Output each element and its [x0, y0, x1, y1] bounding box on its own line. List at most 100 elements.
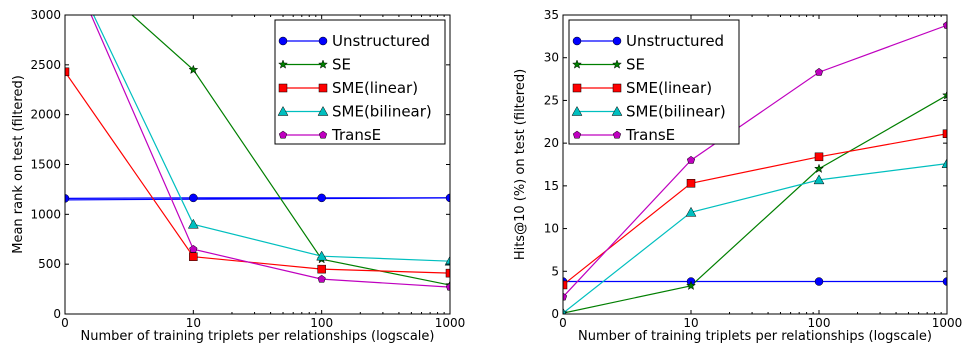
data-point-sme-linear	[445, 268, 450, 278]
x-axis-label: Number of training triplets per relation…	[81, 329, 435, 343]
data-point-sme-bilinear	[187, 218, 199, 229]
y-tick-label: 30	[544, 51, 559, 65]
x-tick-label: 10	[683, 316, 698, 330]
legend-marker-se	[318, 59, 328, 69]
data-point-unstructured	[814, 277, 824, 286]
series-line-transe	[563, 24, 947, 298]
legend-marker-unstructured	[318, 36, 328, 46]
data-point-sme-linear	[317, 264, 326, 274]
y-tick-label: 2000	[30, 108, 61, 122]
x-tick-label: 10	[186, 316, 201, 330]
legend-marker-sme-bilinear	[277, 105, 289, 116]
axes-frame	[562, 14, 948, 315]
data-point-sme-bilinear	[563, 307, 567, 314]
legend-label-sme-linear: SME(linear)	[332, 79, 418, 97]
legend-marker-se	[612, 59, 622, 69]
data-point-unstructured	[317, 193, 326, 203]
y-tick-label: 0	[53, 307, 61, 321]
data-point-sme-linear	[686, 179, 696, 188]
data-point-transe	[563, 292, 568, 301]
data-point-se	[188, 64, 199, 75]
data-point-sme-bilinear	[316, 250, 328, 261]
legend-marker-sme-bilinear	[611, 105, 623, 116]
data-point-sme-linear	[814, 152, 824, 162]
x-tick-label: 100	[310, 316, 333, 330]
y-tick-label: 5	[551, 264, 559, 278]
y-tick-label: 0	[551, 307, 559, 321]
data-point-transe	[686, 155, 696, 164]
y-tick-label: 15	[544, 179, 559, 193]
series-line-sme-linear	[563, 133, 947, 286]
legend-marker-unstructured	[278, 36, 288, 46]
data-point-sme-bilinear	[813, 174, 825, 185]
y-tick-label: 2500	[30, 58, 61, 72]
legend-marker-sme-linear	[318, 83, 328, 93]
data-point-transe	[942, 20, 947, 29]
legend-marker-transe	[572, 130, 582, 139]
legend-marker-sme-linear	[612, 83, 622, 93]
y-axis-label: Hits@10 (%) on test (filtered)	[513, 69, 528, 260]
legend-marker-unstructured	[612, 36, 622, 46]
legend-label-transe: TransE	[331, 126, 381, 144]
y-tick-label: 1500	[30, 158, 61, 172]
legend-label-se: SE	[332, 56, 351, 74]
data-point-unstructured	[189, 193, 198, 203]
y-tick-label: 1000	[30, 207, 61, 221]
series-line-transe	[90, 15, 450, 288]
legend-label-sme-bilinear: SME(bilinear)	[626, 103, 726, 121]
data-point-sme-linear	[189, 252, 198, 261]
legend-marker-unstructured	[572, 36, 582, 46]
legend-marker-sme-linear	[572, 83, 582, 93]
series-line-se	[131, 15, 450, 286]
legend-label-unstructured: Unstructured	[332, 32, 430, 50]
x-tick-label: 100	[808, 316, 831, 330]
y-tick-label: 500	[38, 257, 61, 271]
data-point-transe	[814, 67, 824, 76]
data-point-transe	[445, 282, 450, 291]
data-point-sme-bilinear	[941, 158, 947, 168]
legend: Unstructured SE SME(linear) SME(bilinear) Tr…	[274, 19, 446, 145]
legend-marker-transe	[318, 130, 328, 139]
legend-label-se: SE	[626, 56, 645, 74]
legend: Unstructured SE SME(linear) SME(bilinear) Tr…	[568, 19, 740, 145]
legend-marker-se	[278, 59, 288, 69]
data-point-se	[814, 163, 824, 173]
data-point-unstructured	[65, 194, 70, 203]
legend-marker-sme-linear	[278, 83, 288, 93]
y-tick-label: 25	[544, 93, 559, 107]
series-line-sme-bilinear	[92, 15, 450, 262]
plot-area	[65, 15, 450, 291]
data-point-sme-bilinear	[685, 206, 697, 217]
legend-marker-sme-bilinear	[317, 105, 329, 116]
legend-label-transe: TransE	[625, 126, 675, 144]
data-point-se	[942, 90, 947, 100]
plot-area	[563, 20, 947, 314]
series-line-sme-linear	[65, 71, 450, 274]
legend-label-sme-bilinear: SME(bilinear)	[332, 103, 432, 121]
legend-marker-transe	[612, 130, 622, 139]
series-line-se	[563, 94, 947, 314]
data-point-sme-linear	[65, 67, 70, 77]
y-tick-label: 20	[544, 136, 559, 150]
y-tick-label: 35	[544, 8, 559, 22]
x-tick-label: 0	[61, 316, 69, 330]
data-point-unstructured	[942, 277, 947, 286]
y-tick-label: 3000	[30, 8, 61, 22]
legend-marker-sme-bilinear	[571, 105, 583, 116]
legend-label-sme-linear: SME(linear)	[626, 79, 712, 97]
data-point-sme-linear	[563, 280, 568, 290]
x-axis-label: Number of training triplets per relation…	[578, 329, 932, 343]
legend-marker-transe	[278, 130, 288, 139]
data-point-sme-bilinear	[444, 255, 450, 266]
data-point-transe	[189, 244, 198, 253]
y-tick-label: 10	[544, 222, 559, 236]
series-line-sme-bilinear	[563, 163, 947, 314]
x-tick-label: 0	[559, 316, 567, 330]
x-tick-label: 1000	[435, 316, 466, 330]
data-point-se	[686, 280, 696, 291]
data-point-unstructured	[445, 193, 450, 203]
x-tick-label: 1000	[932, 316, 963, 330]
